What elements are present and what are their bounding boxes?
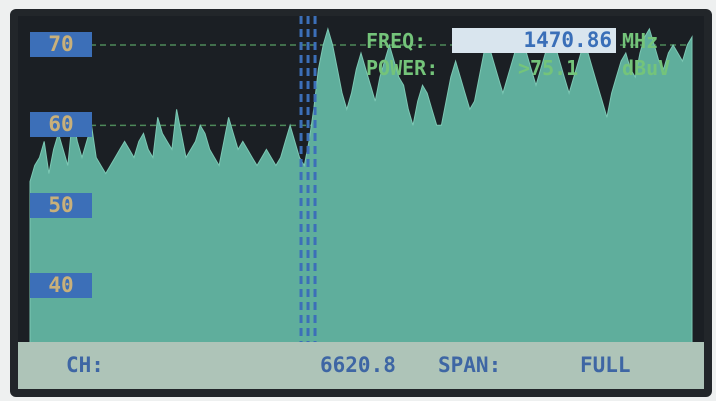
freq-value[interactable]: 1470.86 [452,28,616,53]
freq-label: FREQ: [366,29,427,53]
freq-unit: MHz [622,29,659,53]
spectrum-trace [29,27,693,346]
spectrum-plot [29,16,693,346]
y-axis-label-40: 40 [30,273,92,298]
power-unit: dBuV [622,56,671,80]
analyzer-screen: 70 60 50 40 FREQ: 1470.86 MHz POWER: >75… [18,16,704,389]
power-label: POWER: [366,56,439,80]
y-axis-label-60: 60 [30,112,92,137]
y-axis-label-70: 70 [30,32,92,57]
span-label: SPAN: [438,353,502,377]
ch-value[interactable]: 6620.8 [320,353,396,377]
y-axis-label-50: 50 [30,193,92,218]
status-bar: CH: 6620.8 SPAN: FULL [18,342,704,389]
ch-label: CH: [66,353,104,377]
power-value: >75.1 [518,56,579,80]
span-value[interactable]: FULL [580,353,631,377]
